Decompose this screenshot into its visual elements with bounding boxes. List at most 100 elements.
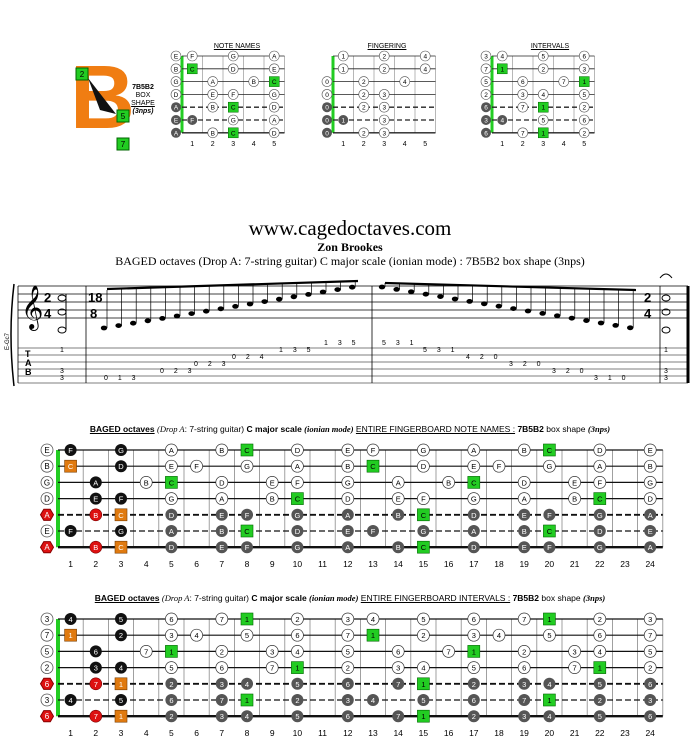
fret-number: 17 (469, 728, 479, 738)
scale-note (417, 612, 430, 626)
run-note (568, 315, 575, 321)
note-label: 5 (648, 647, 652, 656)
mini-label: 6 (582, 54, 586, 61)
run-note (627, 325, 634, 331)
fret-number: 9 (270, 728, 275, 738)
root-note (240, 693, 254, 707)
root-note (417, 508, 430, 522)
mini-label: 3 (521, 92, 525, 99)
root-note (543, 693, 556, 707)
black-note (64, 444, 77, 456)
mini-label: A (174, 130, 179, 137)
bass-note (215, 710, 228, 723)
note-label: 1 (119, 712, 123, 721)
note-label: 3 (169, 631, 173, 640)
time-sig-bottom: 4 (44, 306, 52, 321)
mini-label: 0 (325, 105, 329, 112)
open-string-label: D (44, 495, 50, 504)
title-mode: (ionian mode) (304, 424, 354, 434)
note-label: D (521, 478, 527, 487)
bass-note (543, 710, 556, 723)
mini-note (537, 63, 549, 75)
scale-note (593, 645, 607, 658)
note-label: 3 (94, 664, 98, 673)
fret-number: 14 (393, 728, 403, 738)
fret-number: 11 (318, 728, 327, 738)
mini-label: A (272, 54, 277, 61)
fret-number: 6 (194, 559, 199, 569)
fret-number: 2 (93, 728, 98, 738)
fretboard-notes-title: BAGED octaves (Drop A: 7-string guitar) … (0, 424, 700, 434)
scale-note (215, 443, 229, 457)
black-note (115, 525, 127, 537)
note-label: D (471, 511, 477, 520)
mini-label: 4 (403, 79, 407, 86)
time-sig-top: 2 (44, 290, 51, 305)
mini-label: B (211, 130, 215, 137)
bass-note (644, 508, 657, 521)
note-label: 3 (648, 615, 652, 624)
drop-note (89, 540, 103, 554)
note-label: 4 (598, 647, 602, 656)
mini-note (170, 76, 182, 87)
run-note (188, 311, 195, 316)
note-label: 4 (119, 664, 123, 673)
bass-note (165, 677, 178, 690)
mini-fret-number: 1 (190, 141, 194, 148)
fret-number: 8 (245, 728, 250, 738)
note-label: 2 (598, 615, 602, 624)
note-label: G (597, 543, 603, 552)
mini-label: 4 (500, 118, 504, 125)
scale-note (341, 443, 355, 457)
bass-note (593, 508, 606, 521)
mini-label: 7 (521, 130, 525, 137)
fretboard-intervals-title: BAGED octaves (Drop A: 7-string guitar) … (0, 593, 700, 603)
scale-note (366, 443, 380, 457)
scale-note (517, 645, 531, 658)
note-label: B (648, 462, 653, 471)
run-note (305, 292, 312, 297)
note-label: 2 (346, 664, 350, 673)
note-label: D (345, 495, 351, 504)
scale-note (341, 645, 355, 658)
scale-note (165, 492, 178, 505)
bass-note (644, 541, 657, 554)
mini-label: 3 (382, 105, 386, 112)
note-label: 4 (421, 664, 425, 673)
note-label: G (420, 527, 426, 536)
mini-label: A (211, 79, 216, 86)
note-label: 4 (371, 696, 375, 705)
fret-number: 7 (219, 559, 224, 569)
bass-note (165, 508, 178, 521)
run-note (539, 311, 546, 316)
note-label: C (169, 478, 175, 487)
mini-note (227, 114, 239, 126)
title-nps: (3nps) (587, 424, 611, 434)
note-label: G (546, 462, 552, 471)
note-label: A (471, 527, 476, 536)
note-label: B (219, 527, 224, 536)
note-label: 2 (598, 696, 602, 705)
note-label: 3 (522, 712, 526, 721)
scale-note (417, 443, 430, 457)
mini-label: F (190, 118, 194, 125)
time-sig-bottom: 8 (90, 306, 97, 321)
open-string-marker (39, 710, 55, 723)
shape-code: 7B5B2 (132, 84, 154, 91)
title-baged: BAGED octaves (89, 424, 155, 434)
mini-note (207, 101, 219, 113)
mini-note (268, 127, 280, 139)
mini-label: G (231, 54, 236, 61)
run-note (334, 287, 341, 292)
run-note (246, 301, 254, 307)
mini-note (578, 101, 590, 113)
mini-label: 2 (582, 130, 586, 137)
mini-note (378, 114, 390, 126)
note-label: F (497, 462, 502, 471)
chord-note (661, 326, 671, 334)
mini-label: 3 (382, 92, 386, 99)
shape-nps: (3nps) (132, 108, 154, 115)
mini-root (497, 63, 508, 75)
note-label: 3 (220, 680, 224, 689)
bass-note (341, 508, 354, 521)
